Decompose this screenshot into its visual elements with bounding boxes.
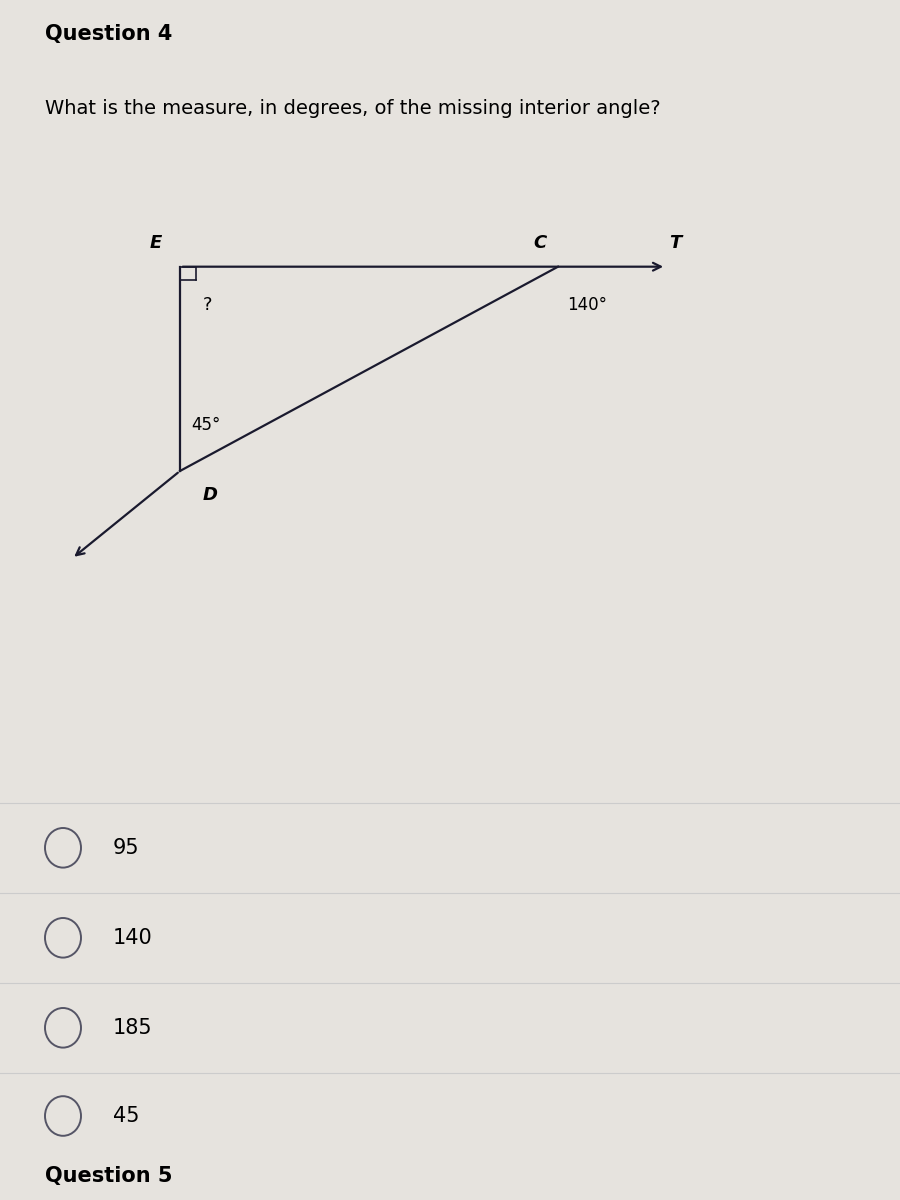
Text: ?: ?: [202, 296, 212, 314]
Text: E: E: [149, 234, 162, 252]
Text: Question 5: Question 5: [45, 1166, 173, 1186]
Text: 95: 95: [112, 838, 140, 858]
Text: Question 4: Question 4: [45, 24, 173, 44]
Text: 45°: 45°: [191, 416, 220, 434]
Text: T: T: [669, 234, 681, 252]
Text: D: D: [202, 486, 218, 504]
Text: 140: 140: [112, 928, 152, 948]
Text: C: C: [534, 234, 546, 252]
Text: 185: 185: [112, 1018, 152, 1038]
Text: 140°: 140°: [567, 296, 607, 314]
Text: 45: 45: [112, 1106, 139, 1126]
Text: What is the measure, in degrees, of the missing interior angle?: What is the measure, in degrees, of the …: [45, 98, 661, 118]
